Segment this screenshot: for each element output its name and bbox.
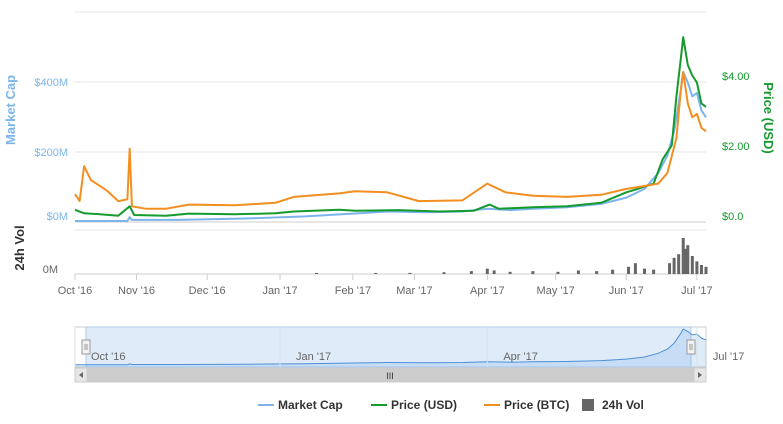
- volume-column: [508, 271, 512, 274]
- legend-item-price-usd[interactable]: Price (USD): [371, 398, 457, 412]
- x-axis: Oct '16 Nov '16 Dec '16 Jan '17 Feb '17 Mar '…: [58, 274, 713, 297]
- legend: Market Cap Price (USD) Price (BTC) 24h Vol: [258, 398, 644, 412]
- legend-item-market-cap[interactable]: Market Cap: [258, 398, 343, 412]
- y-left-tick-400m: $400M: [34, 77, 68, 89]
- navigator-right-handle[interactable]: [686, 339, 696, 355]
- volume-column: [677, 254, 681, 274]
- volume-column: [556, 271, 560, 274]
- y-right-tick-2: $2.00: [722, 141, 750, 153]
- x-tick-label-dec-16: Dec '16: [189, 285, 226, 297]
- volume-column: [642, 268, 646, 274]
- navigator-left-handle[interactable]: [81, 339, 91, 355]
- volume-column: [408, 272, 412, 274]
- x-tick-label-jul-17: Jul '17: [681, 285, 712, 297]
- volume-column: [683, 248, 687, 274]
- volume-column: [442, 272, 446, 274]
- series-line-price-btc[interactable]: [74, 71, 707, 210]
- volume-column: [469, 271, 473, 274]
- y-left-title: Market Cap: [3, 75, 18, 145]
- y-volume-tick-0: 0M: [43, 264, 58, 276]
- volume-column: [633, 263, 637, 274]
- navigator-selection[interactable]: [85, 326, 692, 368]
- volume-column: [695, 261, 699, 274]
- navigator-label-jul-17: Jul '17: [713, 351, 744, 363]
- y-left-tick-0m: $0M: [47, 211, 68, 223]
- scrollbar-thumb[interactable]: [86, 367, 694, 383]
- volume-column: [699, 265, 703, 274]
- volume-column: [374, 272, 378, 274]
- navigator-label-apr-17: Apr '17: [503, 351, 538, 363]
- scrollbar[interactable]: III: [74, 367, 707, 383]
- x-tick-label-nov-16: Nov '16: [118, 285, 155, 297]
- volume-column: [668, 263, 672, 274]
- navigator[interactable]: Oct '16 Jan '17 Apr '17 Jul '17: [74, 326, 744, 368]
- series-lines: [74, 36, 707, 222]
- x-tick-label-mar-17: Mar '17: [396, 285, 432, 297]
- volume-column: [531, 271, 535, 274]
- y-right-tick-0: $0.0: [722, 211, 743, 223]
- x-tick-label-feb-17: Feb '17: [335, 285, 371, 297]
- scrollbar-grip: III: [386, 371, 394, 381]
- series-line-market-cap[interactable]: [75, 71, 707, 222]
- volume-column: [627, 266, 631, 274]
- series-line-price-usd[interactable]: [74, 36, 707, 217]
- navigator-series: [75, 328, 707, 367]
- navigator-label-jan-17: Jan '17: [296, 351, 331, 363]
- volume-column: [492, 270, 496, 274]
- legend-label: 24h Vol: [602, 398, 644, 412]
- volume-columns: [314, 238, 708, 274]
- volume-column: [485, 268, 489, 274]
- volume-column: [652, 269, 656, 274]
- x-tick-label-may-17: May '17: [537, 285, 575, 297]
- legend-swatch: [582, 399, 594, 411]
- volume-column: [611, 269, 615, 274]
- volume-column: [681, 238, 685, 274]
- x-tick-label-apr-17: Apr '17: [470, 285, 505, 297]
- y-volume-title: 24h Vol: [12, 225, 27, 270]
- legend-label: Market Cap: [278, 398, 343, 412]
- y-right-title: Price (USD): [761, 82, 776, 154]
- y-left-tick-200m: $200M: [34, 147, 68, 159]
- x-tick-label-oct-16: Oct '16: [58, 285, 93, 297]
- volume-column: [686, 245, 690, 274]
- volume-column: [672, 257, 676, 274]
- scrollbar-right-arrow-icon: [698, 372, 702, 378]
- navigator-label-oct-16: Oct '16: [91, 351, 126, 363]
- navigator-line: [75, 328, 707, 366]
- volume-column: [690, 256, 694, 274]
- navigator-labels: Oct '16 Jan '17 Apr '17 Jul '17: [74, 327, 744, 367]
- y-right-tick-4: $4.00: [722, 71, 750, 83]
- legend-label: Price (USD): [391, 398, 457, 412]
- volume-column: [314, 272, 318, 274]
- x-tick-label-jan-17: Jan '17: [262, 285, 297, 297]
- legend-label: Price (BTC): [504, 398, 569, 412]
- gridlines: [75, 11, 706, 153]
- scrollbar-left-arrow-icon: [79, 372, 83, 378]
- volume-column: [595, 271, 599, 274]
- legend-item-price-btc[interactable]: Price (BTC): [484, 398, 569, 412]
- volume-column: [576, 270, 580, 274]
- navigator-area: [75, 329, 706, 367]
- legend-item-24h-vol[interactable]: 24h Vol: [582, 398, 644, 412]
- x-tick-label-jun-17: Jun '17: [609, 285, 644, 297]
- volume-column: [704, 266, 708, 274]
